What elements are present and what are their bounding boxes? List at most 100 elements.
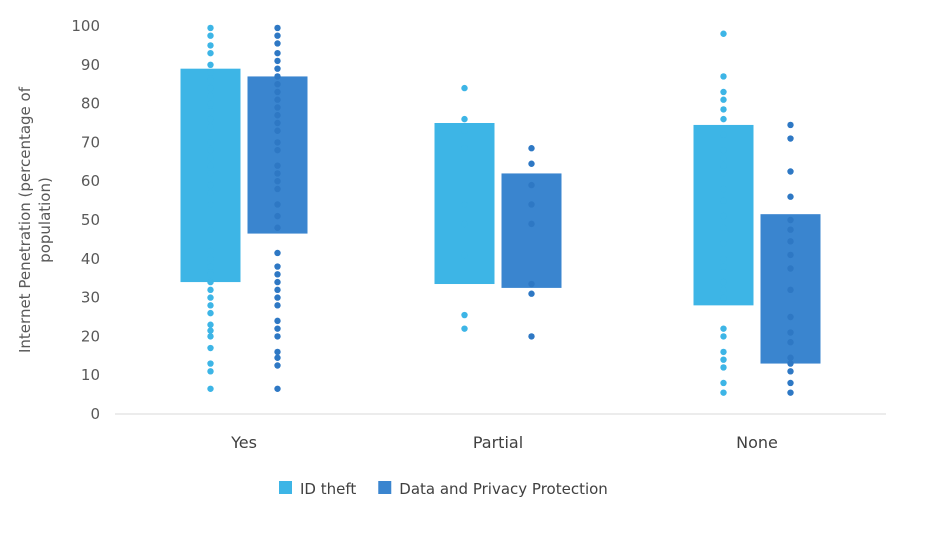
data-point xyxy=(720,154,727,162)
data-point xyxy=(720,88,727,96)
data-point xyxy=(787,216,794,224)
data-point xyxy=(528,280,535,288)
data-point xyxy=(720,325,727,332)
data-point xyxy=(274,88,281,96)
data-point xyxy=(207,278,214,286)
data-point xyxy=(274,40,281,47)
data-point xyxy=(274,263,281,270)
data-point xyxy=(787,193,794,200)
data-point xyxy=(787,226,794,233)
data-point xyxy=(720,115,727,123)
data-point xyxy=(207,294,214,301)
data-point xyxy=(720,364,727,371)
data-point xyxy=(720,240,727,247)
data-point xyxy=(720,131,727,138)
data-point xyxy=(461,311,468,319)
data-point xyxy=(274,317,281,325)
data-point xyxy=(720,278,727,286)
data-point xyxy=(787,251,794,259)
data-point xyxy=(720,197,727,204)
data-point xyxy=(207,123,214,131)
data-point xyxy=(207,24,214,32)
data-point xyxy=(207,247,214,255)
data-point xyxy=(528,160,535,167)
data-point xyxy=(528,290,535,297)
data-point xyxy=(787,313,794,321)
data-point xyxy=(274,212,281,220)
data-point xyxy=(720,348,727,356)
data-point xyxy=(274,348,281,356)
data-point xyxy=(274,278,281,286)
data-point xyxy=(787,168,794,175)
data-point xyxy=(207,181,214,189)
data-point xyxy=(207,42,214,49)
data-point xyxy=(461,115,468,123)
data-point xyxy=(207,302,214,309)
box-data-and-privacy-protection-partial xyxy=(501,173,562,288)
data-point xyxy=(207,333,214,340)
data-point xyxy=(207,162,214,169)
y-axis-label: Internet Penetration (percentage of popu… xyxy=(16,86,54,353)
data-point xyxy=(787,360,794,367)
data-point xyxy=(274,49,281,57)
data-point xyxy=(274,139,281,146)
data-point xyxy=(207,115,214,123)
data-point xyxy=(274,185,281,193)
data-point xyxy=(207,108,214,115)
data-point xyxy=(720,294,727,301)
data-point xyxy=(461,325,468,332)
legend-label: Data and Privacy Protection xyxy=(399,480,608,498)
data-point xyxy=(274,112,281,119)
data-point xyxy=(720,106,727,113)
data-point xyxy=(207,385,214,392)
data-point xyxy=(720,30,727,37)
data-point xyxy=(274,127,281,134)
data-point xyxy=(528,145,535,152)
data-point xyxy=(461,220,468,228)
legend-swatch xyxy=(279,481,292,494)
y-tick-label: 80 xyxy=(81,95,100,113)
data-point xyxy=(787,265,794,272)
y-tick-label: 70 xyxy=(81,133,100,151)
y-tick-label: 30 xyxy=(81,289,100,307)
data-point xyxy=(274,65,281,72)
data-point xyxy=(461,251,468,259)
data-point xyxy=(720,224,727,231)
legend: ID theft Data and Privacy Protection xyxy=(279,480,608,498)
data-point xyxy=(720,185,727,193)
data-point xyxy=(528,220,535,228)
data-points xyxy=(207,24,794,396)
data-point xyxy=(274,362,281,369)
data-point xyxy=(720,255,727,262)
data-point xyxy=(787,238,794,245)
y-tick-label: 10 xyxy=(81,366,100,384)
data-point xyxy=(274,104,281,111)
data-point xyxy=(207,170,214,177)
legend-label: ID theft xyxy=(300,480,356,498)
data-point xyxy=(207,61,214,68)
data-point xyxy=(207,327,214,334)
data-point xyxy=(528,181,535,189)
data-point xyxy=(461,145,468,152)
data-point xyxy=(274,333,281,340)
data-point xyxy=(207,255,214,262)
data-point xyxy=(274,162,281,169)
data-point xyxy=(720,162,727,169)
data-point xyxy=(207,360,214,367)
data-point xyxy=(274,178,281,185)
data-point xyxy=(528,201,535,208)
data-point xyxy=(274,170,281,177)
data-point xyxy=(274,224,281,231)
data-point xyxy=(720,286,727,294)
data-point xyxy=(274,96,281,103)
data-point xyxy=(207,226,214,233)
data-point xyxy=(207,263,214,270)
data-point xyxy=(207,77,214,84)
data-point xyxy=(207,286,214,294)
data-point xyxy=(274,302,281,309)
data-point xyxy=(274,146,281,154)
data-point xyxy=(207,189,214,197)
data-point xyxy=(207,271,214,278)
legend-swatch xyxy=(378,481,392,494)
data-point xyxy=(720,389,727,396)
